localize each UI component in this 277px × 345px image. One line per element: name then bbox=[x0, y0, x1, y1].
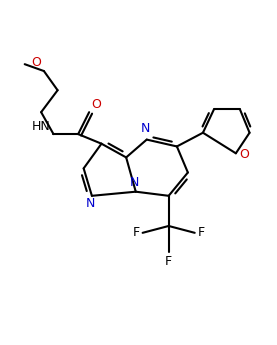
Text: O: O bbox=[239, 148, 249, 161]
Text: O: O bbox=[91, 98, 101, 111]
Text: F: F bbox=[133, 226, 140, 239]
Text: F: F bbox=[198, 226, 205, 239]
Text: N: N bbox=[86, 197, 95, 210]
Text: HN: HN bbox=[32, 120, 51, 133]
Text: N: N bbox=[141, 122, 150, 135]
Text: F: F bbox=[165, 255, 172, 268]
Text: N: N bbox=[130, 176, 139, 189]
Text: O: O bbox=[31, 56, 41, 69]
